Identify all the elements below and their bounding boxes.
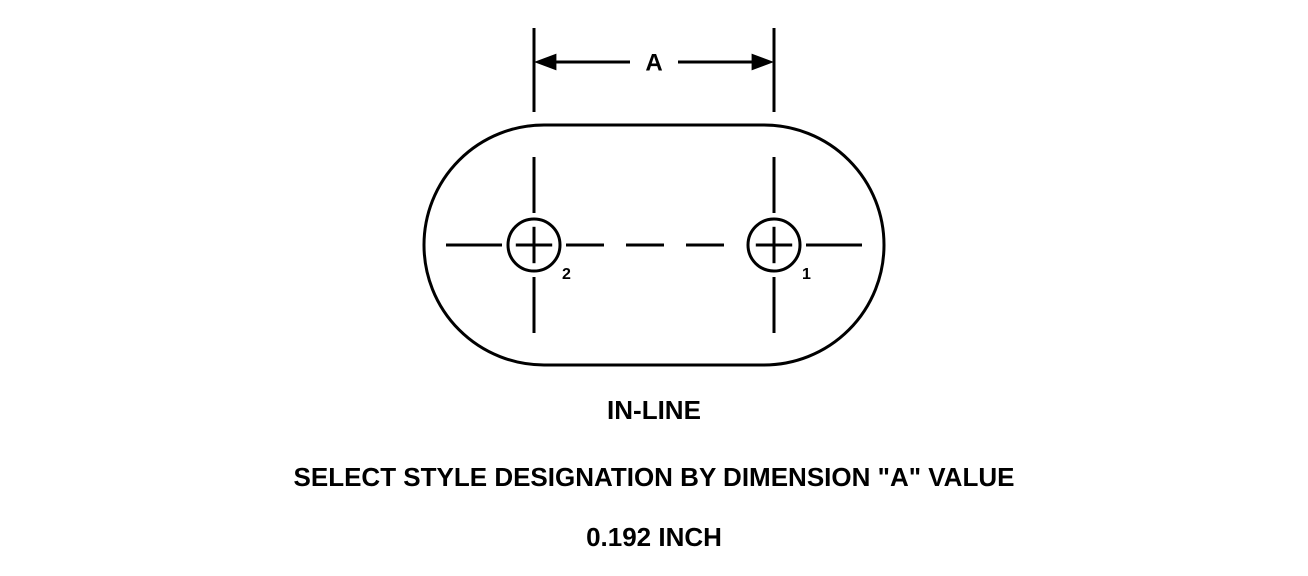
caption-line-1: IN-LINE	[0, 395, 1308, 426]
pin-label-left: 2	[562, 266, 571, 283]
arrowhead-right-icon	[752, 54, 774, 71]
dimension-label: A	[645, 49, 662, 76]
arrowhead-left-icon	[534, 54, 556, 71]
pin-label-right: 1	[802, 266, 811, 283]
diagram-canvas: 2 1 A IN-LINE SELECT STYLE DESIGNATION BY …	[0, 0, 1308, 576]
caption-line-3: 0.192 INCH	[0, 522, 1308, 553]
caption-line-2: SELECT STYLE DESIGNATION BY DIMENSION "A…	[0, 462, 1308, 493]
